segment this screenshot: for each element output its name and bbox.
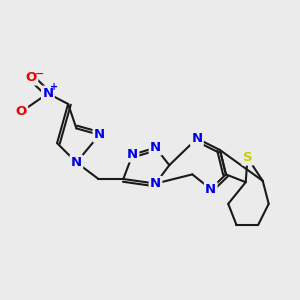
Text: N: N [150,177,161,190]
Text: N: N [42,87,53,100]
Text: O: O [26,71,37,84]
Text: S: S [243,151,252,164]
Text: N: N [127,148,138,161]
Text: N: N [150,141,161,154]
Text: O: O [16,105,27,118]
Text: −: − [34,69,44,79]
Text: N: N [71,156,82,169]
Text: N: N [191,132,203,145]
Text: N: N [205,183,216,196]
Text: +: + [50,82,58,92]
Text: N: N [94,128,105,141]
